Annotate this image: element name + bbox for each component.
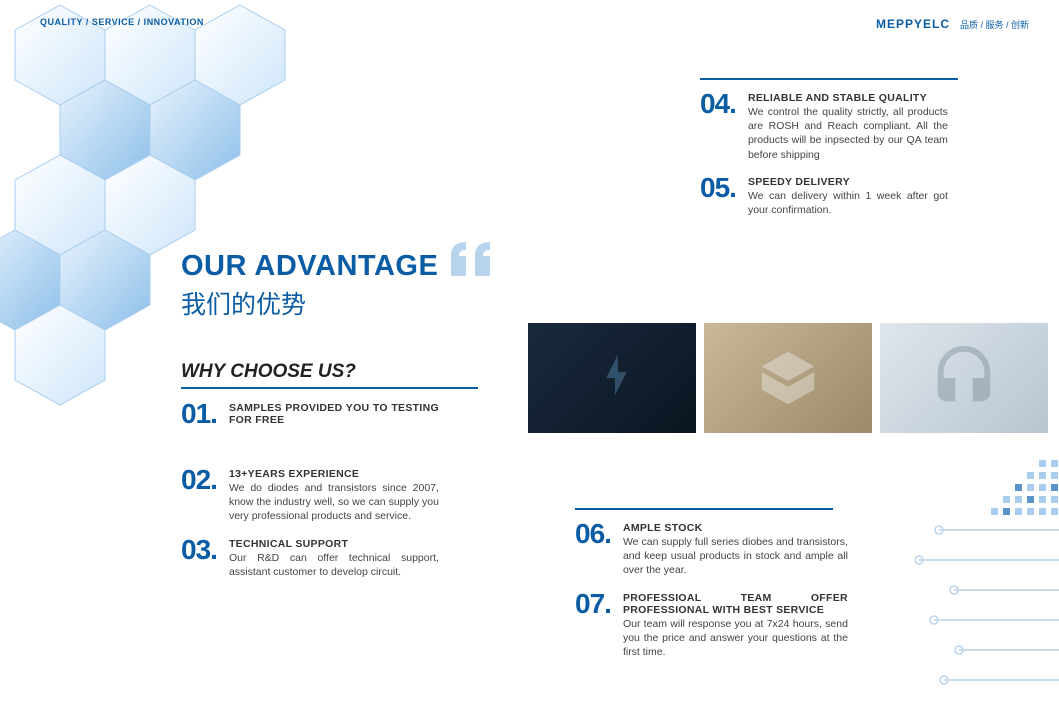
title-cn: 我们的优势 [181, 285, 438, 321]
dots-pattern [939, 460, 1059, 560]
item-title: 13+YEARS EXPERIENCE [229, 468, 439, 480]
item-title: RELIABLE AND STABLE QUALITY [748, 92, 948, 104]
advantage-item-5: 05. SPEEDY DELIVERY We can delivery with… [700, 174, 965, 217]
hex-background [0, 0, 380, 420]
item-title: SPEEDY DELIVERY [748, 176, 948, 188]
item-number: 07. [575, 590, 611, 660]
item-title: PROFESSIOAL TEAM OFFER PROFESSIONAL WITH… [623, 592, 848, 616]
item-number: 05. [700, 174, 736, 217]
circuit-pattern [899, 520, 1059, 700]
logo-text: MEPPYELC [876, 17, 950, 31]
item-title: AMPLE STOCK [623, 522, 848, 534]
header-tagline: QUALITY / SERVICE / INNOVATION [40, 17, 204, 27]
item-desc: We do diodes and transistors since 2007,… [229, 481, 439, 524]
item-number: 04. [700, 90, 736, 162]
divider-left [181, 387, 478, 389]
logo-cn: 品质 / 服务 / 创新 [960, 18, 1029, 31]
divider-top-right [700, 78, 958, 80]
item-desc: Our team will response you at 7x24 hours… [623, 617, 848, 660]
image-support [880, 323, 1048, 433]
advantage-item-2: 02. 13+YEARS EXPERIENCE We do diodes and… [181, 466, 471, 524]
divider-mid-right [575, 508, 833, 510]
item-title: SAMPLES PROVIDED YOU TO TESTING FOR FREE [229, 402, 439, 426]
advantage-item-6: 06. AMPLE STOCK We can supply full serie… [575, 520, 865, 578]
image-row [528, 323, 1048, 433]
item-desc: We can supply full series diobes and tra… [623, 535, 848, 578]
item-number: 01. [181, 400, 217, 428]
item-number: 02. [181, 466, 217, 524]
title-en: OUR ADVANTAGE [181, 250, 438, 283]
subtitle: WHY CHOOSE US? [181, 361, 356, 383]
item-number: 06. [575, 520, 611, 578]
item-number: 03. [181, 536, 217, 579]
advantage-item-7: 07. PROFESSIOAL TEAM OFFER PROFESSIONAL … [575, 590, 865, 660]
item-desc: We can delivery within 1 week after got … [748, 189, 948, 217]
advantage-item-3: 03. TECHNICAL SUPPORT Our R&D can offer … [181, 536, 471, 579]
item-title: TECHNICAL SUPPORT [229, 538, 439, 550]
advantage-item-1: 01. SAMPLES PROVIDED YOU TO TESTING FOR … [181, 400, 471, 428]
image-teamwork [528, 323, 696, 433]
header-logo-block: MEPPYELC 品质 / 服务 / 创新 [876, 17, 1029, 31]
image-packaging [704, 323, 872, 433]
item-desc: We control the quality strictly, all pro… [748, 105, 948, 162]
item-desc: Our R&D can offer technical support, ass… [229, 551, 439, 579]
main-title: OUR ADVANTAGE 我们的优势 [181, 250, 438, 321]
quote-icon [448, 238, 498, 278]
advantage-item-4: 04. RELIABLE AND STABLE QUALITY We contr… [700, 90, 965, 162]
